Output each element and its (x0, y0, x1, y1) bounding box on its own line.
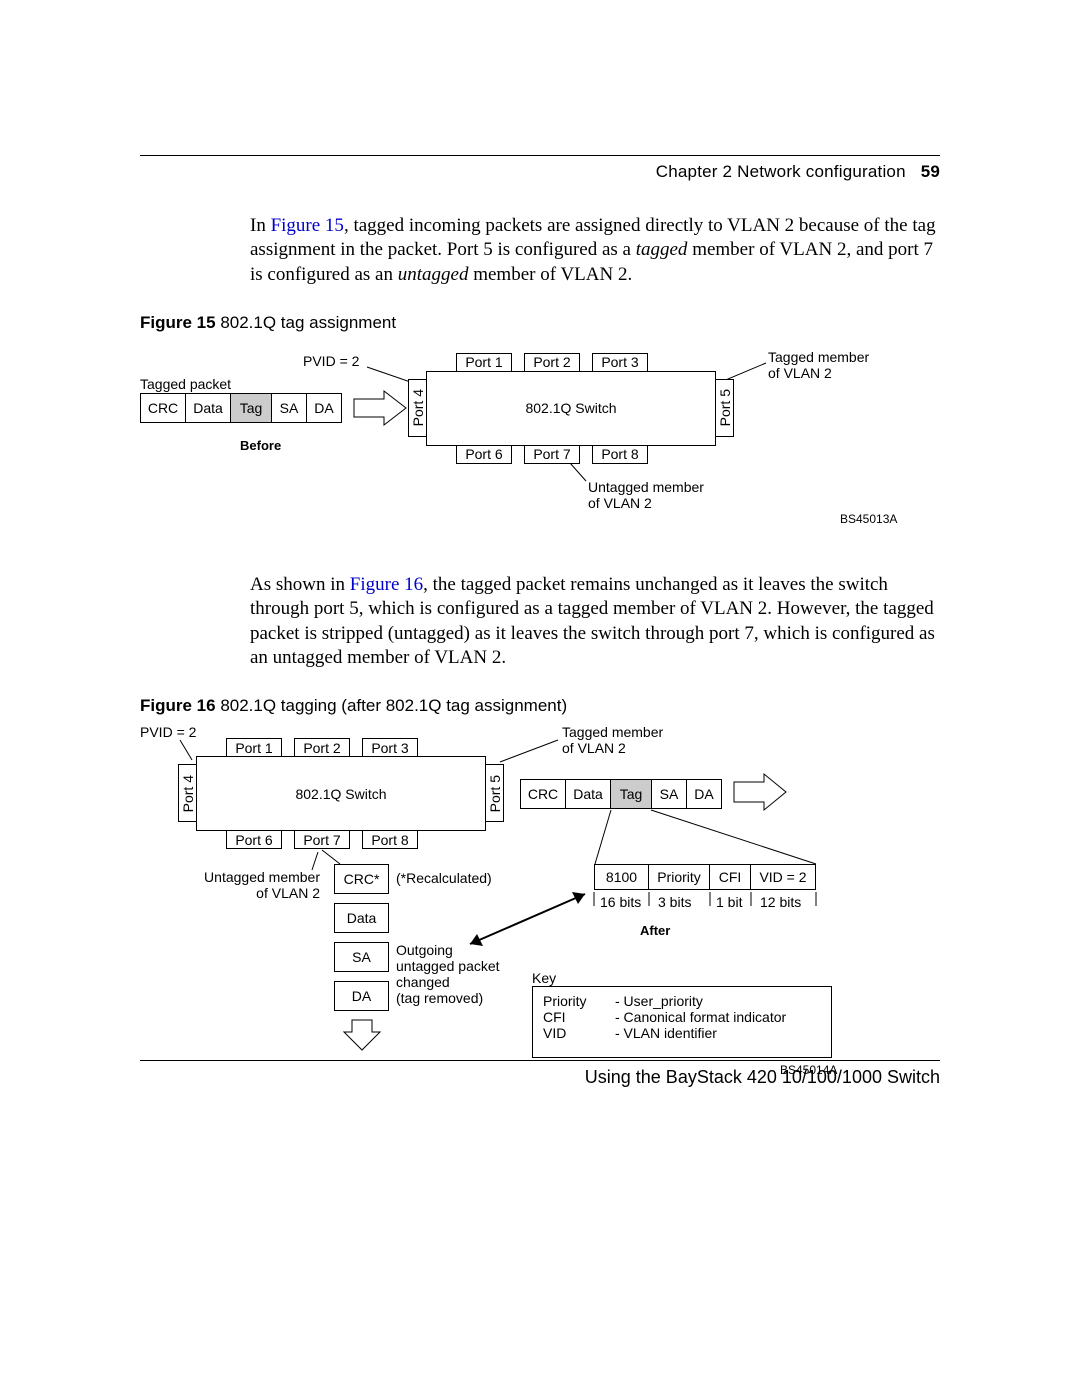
switch-label: 802.1Q Switch (525, 400, 616, 416)
tagged-member-16: Tagged member of VLAN 2 (562, 724, 663, 756)
tagf-priority: Priority (648, 864, 710, 890)
p1-untagged: untagged (398, 264, 469, 285)
p1-tagged: tagged (636, 239, 688, 260)
pkt16-crc: CRC (520, 779, 566, 809)
port5-16-label: Port 5 (487, 775, 503, 812)
pkt-data: Data (185, 393, 231, 423)
figure16-title: 802.1Q tagging (after 802.1Q tag assignm… (216, 696, 568, 715)
recalc-label: (*Recalculated) (396, 870, 492, 886)
port7: Port 7 (524, 445, 580, 464)
key-vid-a: VID (543, 1025, 615, 1041)
port4-label: Port 4 (410, 389, 426, 426)
port3: Port 3 (592, 353, 648, 372)
tagf-8100: 8100 (594, 864, 649, 890)
port6: Port 6 (456, 445, 512, 464)
port5-label: Port 5 (717, 389, 733, 426)
footer-text: Using the BayStack 420 10/100/1000 Switc… (140, 1067, 940, 1088)
switch-body: 802.1Q Switch (426, 371, 716, 446)
page-content: Chapter 2 Network configuration 59 In Fi… (140, 155, 940, 1094)
port5-16: Port 5 (485, 764, 504, 822)
before-label: Before (240, 439, 281, 454)
key-cfi-b: - Canonical format indicator (615, 1009, 786, 1025)
port2-16: Port 2 (294, 738, 350, 757)
pkt16-da: DA (686, 779, 722, 809)
port4-16-label: Port 4 (180, 775, 196, 812)
p2-pre: As shown in (250, 574, 350, 595)
tagged-packet-label: Tagged packet (140, 376, 231, 392)
bits-1: 1 bit (716, 894, 742, 910)
tagf-cfi: CFI (709, 864, 751, 890)
footer-rule (140, 1060, 940, 1061)
port1-16: Port 1 (226, 738, 282, 757)
key-pri-b: - User_priority (615, 993, 703, 1009)
p1-end: member of VLAN 2. (468, 264, 632, 285)
bits-16: 16 bits (600, 894, 641, 910)
figure15-num: Figure 15 (140, 313, 216, 332)
bits-12: 12 bits (760, 894, 801, 910)
key-vid-b: - VLAN identifier (615, 1025, 717, 1041)
bits-3: 3 bits (658, 894, 691, 910)
tagf-vid: VID = 2 (750, 864, 816, 890)
pvid-label-16: PVID = 2 (140, 724, 196, 740)
fig15-code: BS45013A (840, 513, 897, 527)
pkt-tag: Tag (230, 393, 272, 423)
switch16-body: 802.1Q Switch (196, 756, 486, 831)
port3-16: Port 3 (362, 738, 418, 757)
header-rule (140, 155, 940, 156)
figure15-diagram: Tagged packet CRC Data Tag SA DA Before … (140, 341, 940, 541)
pkt-sa: SA (271, 393, 307, 423)
figure16-num: Figure 16 (140, 696, 216, 715)
vpkt-sa: SA (334, 942, 389, 972)
page-header: Chapter 2 Network configuration 59 (140, 162, 940, 182)
figure15-title: 802.1Q tag assignment (216, 313, 397, 332)
pkt16-tag: Tag (610, 779, 652, 809)
paragraph-1: In Figure 15, tagged incoming packets ar… (250, 214, 950, 287)
figure16-diagram: PVID = 2 802.1Q Switch Port 1 Port 2 Por… (140, 724, 940, 1094)
vpkt-da: DA (334, 981, 389, 1011)
port6-16: Port 6 (226, 830, 282, 849)
page-footer: Using the BayStack 420 10/100/1000 Switc… (140, 1060, 940, 1088)
key-box: Priority- User_priority CFI- Canonical f… (532, 986, 832, 1058)
port8-16: Port 8 (362, 830, 418, 849)
pkt16-data: Data (565, 779, 611, 809)
port2: Port 2 (524, 353, 580, 372)
after-label: After (640, 924, 670, 939)
figure16-caption: Figure 16 802.1Q tagging (after 802.1Q t… (140, 696, 940, 716)
pkt-crc: CRC (140, 393, 186, 423)
key-title: Key (532, 970, 556, 986)
key-pri-a: Priority (543, 993, 615, 1009)
chapter-label: Chapter 2 Network configuration (656, 162, 906, 181)
p1-pre: In (250, 215, 271, 236)
vpkt-data: Data (334, 903, 389, 933)
switch16-label: 802.1Q Switch (295, 786, 386, 802)
port5: Port 5 (715, 379, 734, 437)
pkt16-sa: SA (651, 779, 687, 809)
tagged-member-label: Tagged member of VLAN 2 (768, 349, 869, 381)
vpkt-crc: CRC* (334, 864, 389, 894)
figure16-link[interactable]: Figure 16 (350, 574, 423, 595)
page-number: 59 (921, 162, 940, 181)
pkt-da: DA (306, 393, 342, 423)
paragraph-2: As shown in Figure 16, the tagged packet… (250, 573, 950, 670)
port7-16: Port 7 (294, 830, 350, 849)
figure15-caption: Figure 15 802.1Q tag assignment (140, 313, 940, 333)
port8: Port 8 (592, 445, 648, 464)
figure15-link[interactable]: Figure 15 (271, 215, 344, 236)
pvid-label: PVID = 2 (303, 353, 359, 369)
port4-16: Port 4 (178, 764, 197, 822)
port4: Port 4 (408, 379, 427, 437)
untagged-member-16: Untagged member of VLAN 2 (190, 869, 320, 901)
key-cfi-a: CFI (543, 1009, 615, 1025)
untagged-member-label: Untagged member of VLAN 2 (588, 479, 704, 511)
port1: Port 1 (456, 353, 512, 372)
outgoing-label: Outgoing untagged packet changed (tag re… (396, 942, 500, 1006)
